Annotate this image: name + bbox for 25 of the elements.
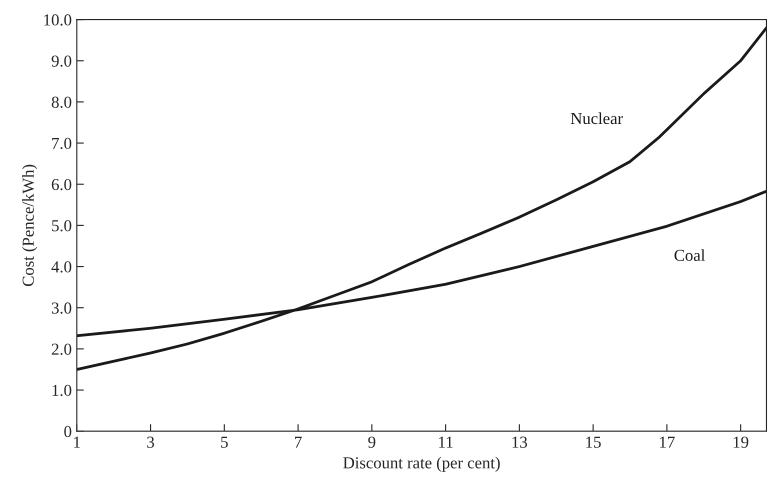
x-tick-label: 3 — [147, 436, 154, 448]
x-tick-label: 11 — [439, 436, 453, 448]
y-tick-label: 0 — [64, 426, 72, 438]
x-tick-label: 7 — [295, 436, 302, 448]
y-tick-label: 1.0 — [52, 384, 72, 396]
x-tick-label: 19 — [734, 436, 748, 448]
y-tick-label: 7.0 — [52, 138, 72, 150]
y-tick-label: 3.0 — [52, 302, 72, 314]
y-axis-title: Cost (Pence/kWh) — [22, 164, 38, 286]
y-tick-label: 5.0 — [52, 220, 72, 232]
y-tick-label: 6.0 — [52, 178, 72, 190]
y-tick-label: 9.0 — [52, 55, 72, 67]
y-tick-label: 10.0 — [44, 14, 72, 26]
x-tick-label: 9 — [368, 436, 376, 448]
x-tick-label: 17 — [660, 436, 675, 448]
y-tick-label: 4.0 — [51, 261, 72, 273]
series-label: Coal — [674, 249, 705, 261]
x-tick-label: 1 — [74, 436, 80, 448]
x-axis-title: Discount rate (per cent) — [343, 456, 500, 472]
y-tick-label: 8.0 — [52, 96, 72, 108]
x-tick-label: 13 — [512, 436, 528, 448]
y-tick-label: 2.0 — [52, 344, 72, 355]
x-tick-label: 5 — [221, 436, 228, 448]
x-tick-label: 15 — [586, 436, 601, 448]
series-label: Nuclear — [570, 112, 623, 124]
